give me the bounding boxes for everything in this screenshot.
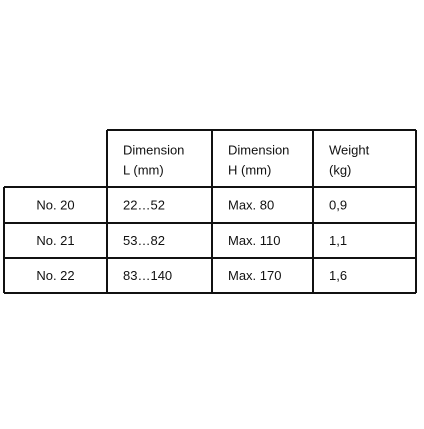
header-cell: Dimension bbox=[228, 142, 289, 157]
cell: 83…140 bbox=[123, 268, 172, 283]
cell: 1,1 bbox=[329, 233, 347, 248]
header-cell: Weight bbox=[329, 142, 370, 157]
cell: Max. 80 bbox=[228, 197, 274, 212]
header-cell: L (mm) bbox=[123, 162, 164, 177]
cell: Max. 170 bbox=[228, 268, 281, 283]
header-cell: Dimension bbox=[123, 142, 184, 157]
cell: 53…82 bbox=[123, 233, 165, 248]
cell: Max. 110 bbox=[228, 233, 281, 248]
row-label: No. 22 bbox=[36, 268, 74, 283]
cell: 0,9 bbox=[329, 197, 347, 212]
row-label: No. 21 bbox=[36, 233, 74, 248]
cell: 1,6 bbox=[329, 268, 347, 283]
header-cell: H (mm) bbox=[228, 162, 271, 177]
header-cell: (kg) bbox=[329, 162, 351, 177]
cell: 22…52 bbox=[123, 197, 165, 212]
row-label: No. 20 bbox=[36, 197, 74, 212]
